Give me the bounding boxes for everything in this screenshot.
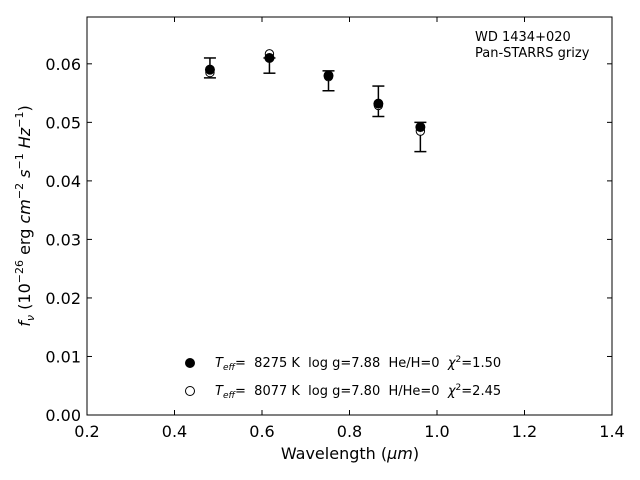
x-tick-label: 0.4 [162, 422, 187, 441]
legend-marker-open [185, 386, 195, 396]
plot-area [87, 17, 612, 415]
tick-group: 0.2 0.4 0.6 0.8 1.0 1.2 1.4 0.00 0.01 0.02 0.03 0.0… [45, 17, 625, 441]
data-point-filled [323, 70, 334, 81]
y-tick-label: 0.00 [45, 406, 81, 425]
data-point-filled [204, 64, 215, 75]
y-tick-label: 0.04 [45, 172, 81, 191]
point-group [204, 49, 426, 136]
legend-entry-open: Teff= 8077 K log g=7.80 H/He=0 χ2=2.45 [215, 383, 501, 401]
y-tick-label: 0.02 [45, 289, 81, 308]
legend-entry-filled: Teff= 8275 K log g=7.88 He/H=0 χ2=1.50 [215, 355, 501, 373]
x-tick-label: 1.2 [512, 422, 537, 441]
y-axis-label: fν (10−26 erg cm−2 s−1 Hz−1) [13, 105, 37, 326]
y-tick-label: 0.05 [45, 113, 81, 132]
legend: Teff= 8275 K log g=7.88 He/H=0 χ2=1.50 T… [185, 355, 501, 401]
data-point-filled [264, 52, 275, 63]
plot-frame [86, 16, 613, 416]
data-point-filled [415, 122, 426, 133]
data-point-filled [373, 98, 384, 109]
y-tick-label: 0.06 [45, 55, 81, 74]
y-tick-label: 0.01 [45, 347, 81, 366]
annotation-object-name: WD 1434+020 [475, 30, 571, 45]
x-tick-label: 1.4 [599, 422, 624, 441]
annotation-survey-name: Pan-STARRS grizy [475, 46, 590, 61]
x-tick-label: 0.2 [74, 422, 99, 441]
y-tick-label: 0.03 [45, 230, 81, 249]
x-axis-label: Wavelength (μm) [281, 444, 419, 463]
x-tick-label: 0.8 [337, 422, 362, 441]
x-tick-label: 1.0 [424, 422, 449, 441]
legend-marker-filled [185, 358, 195, 368]
x-tick-label: 0.6 [249, 422, 274, 441]
